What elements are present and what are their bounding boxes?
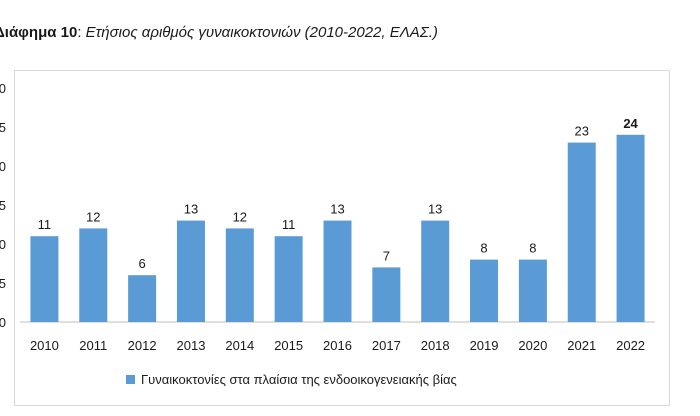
y-tick-label: 0: [0, 237, 6, 252]
bar-2015: [274, 236, 303, 322]
data-label-2019: 8: [480, 241, 487, 256]
figure-number: Διάφημα 10: [0, 24, 78, 41]
x-tick-label-2010: 2010: [30, 338, 59, 353]
data-label-2018: 13: [428, 202, 442, 217]
data-label-2012: 6: [138, 256, 145, 271]
x-tick-label-2014: 2014: [225, 338, 254, 353]
x-tick-label-2022: 2022: [616, 338, 645, 353]
x-tick-label-2011: 2011: [79, 338, 107, 353]
bar-2021: [567, 142, 596, 322]
x-tick-label-2015: 2015: [274, 338, 303, 353]
bar-2020: [518, 259, 547, 322]
data-label-2017: 7: [383, 248, 390, 263]
data-label-2021: 23: [574, 124, 588, 139]
data-label-2022: 24: [623, 116, 638, 131]
x-tick-label-2020: 2020: [518, 338, 547, 353]
legend-swatch: [126, 375, 135, 384]
x-tick-label-2016: 2016: [323, 338, 352, 353]
data-label-2015: 11: [282, 217, 296, 232]
chart-legend: Γυναικοκτονίες στα πλαίσια της ενδοοικογ…: [126, 372, 457, 387]
bar-2019: [470, 259, 499, 322]
x-tick-label-2012: 2012: [128, 338, 157, 353]
data-label-2014: 12: [233, 209, 247, 224]
x-tick-label-2021: 2021: [567, 338, 596, 353]
figure-title: Ετήσιος αριθμός γυναικοκτονιών (2010-202…: [85, 24, 438, 41]
y-tick-label: 0: [0, 81, 6, 96]
y-tick-label: 0: [0, 315, 6, 330]
legend-label: Γυναικοκτονίες στα πλαίσια της ενδοοικογ…: [141, 372, 457, 387]
bar-2018: [421, 220, 450, 322]
bar-2011: [79, 228, 108, 322]
bar-2016: [323, 220, 352, 322]
data-label-2016: 13: [330, 202, 344, 217]
x-tick-label-2019: 2019: [470, 338, 499, 353]
bar-2012: [128, 275, 157, 322]
y-tick-label: 5: [0, 198, 6, 213]
data-label-2013: 13: [184, 202, 198, 217]
caption-separator: :: [77, 24, 82, 41]
bar-2013: [176, 220, 205, 322]
bar-2010: [30, 236, 59, 322]
figure-caption: Διάφημα 10: Ετήσιος αριθμός γυναικοκτονι…: [0, 24, 438, 41]
bar-2022: [616, 134, 645, 322]
data-label-2010: 11: [38, 217, 52, 232]
y-tick-label: 5: [0, 120, 6, 135]
data-label-2020: 8: [529, 241, 536, 256]
x-tick-label-2018: 2018: [421, 338, 450, 353]
data-label-2011: 12: [86, 209, 100, 224]
y-tick-label: 0: [0, 159, 6, 174]
bar-2014: [225, 228, 254, 322]
x-tick-label-2017: 2017: [372, 338, 401, 353]
x-tick-label-2013: 2013: [177, 338, 206, 353]
y-tick-label: 5: [0, 276, 6, 291]
bar-2017: [372, 267, 401, 322]
